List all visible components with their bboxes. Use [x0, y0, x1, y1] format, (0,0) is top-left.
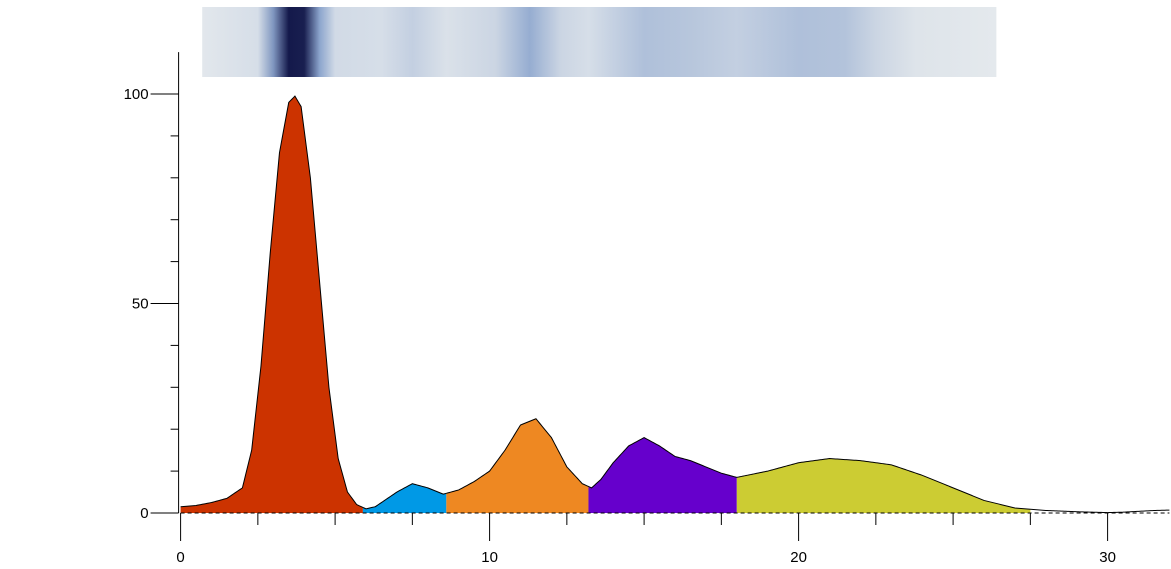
peak-region-1: [180, 96, 363, 513]
peak-region-5: [736, 458, 1031, 513]
x-axis-ticks: 0 10 20 30: [176, 513, 1116, 566]
y-tick-label: 50: [132, 296, 149, 313]
gel-strip-image: [202, 7, 997, 77]
peak-region-3: [446, 418, 589, 513]
peak-region-4: [588, 437, 737, 513]
y-tick-label: 100: [124, 86, 149, 103]
x-tick-label: 10: [481, 549, 498, 566]
x-tick-label: 20: [790, 549, 807, 566]
peak-region-2: [362, 483, 447, 513]
x-tick-label: 30: [1099, 549, 1116, 566]
y-axis-ticks: 0 50 100: [124, 86, 179, 522]
x-tick-label: 0: [176, 549, 184, 566]
density-profile-line: [180, 95, 1170, 514]
y-tick-label: 0: [140, 505, 148, 522]
peak-regions: [180, 96, 1031, 513]
